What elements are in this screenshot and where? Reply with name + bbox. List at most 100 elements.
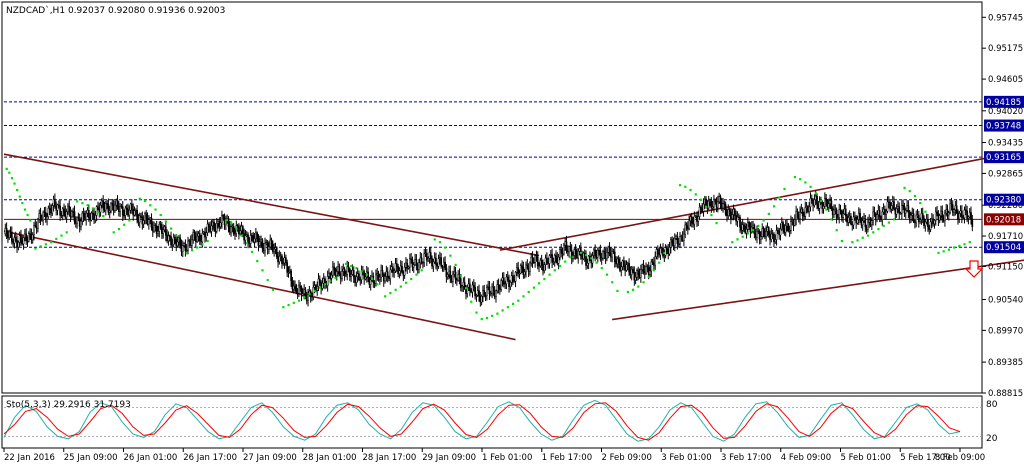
candle-body — [470, 290, 473, 293]
candle-body — [690, 216, 693, 224]
candle-body — [827, 203, 830, 208]
candle-body — [432, 261, 435, 267]
candle-body — [693, 216, 696, 225]
candle-body — [765, 231, 767, 237]
candle-body — [208, 223, 210, 227]
sar-dot — [29, 219, 32, 222]
candle-body — [656, 249, 659, 254]
candle-body — [964, 209, 967, 212]
sar-dot — [164, 220, 168, 223]
candle-body — [287, 271, 290, 274]
candle-body — [231, 226, 234, 228]
sar-dot — [371, 277, 374, 281]
candle-body — [904, 210, 907, 214]
candle-body — [672, 243, 675, 246]
candle-body — [924, 221, 927, 226]
candle-body — [137, 219, 140, 223]
candle-body — [418, 262, 420, 270]
sar-dot — [282, 306, 285, 309]
candle-body — [407, 266, 410, 269]
candle-body — [342, 268, 345, 272]
candle-body — [602, 251, 604, 259]
candle-body — [508, 279, 510, 287]
candle-body — [611, 251, 613, 258]
sar-dot — [548, 273, 551, 276]
candle-body — [572, 255, 574, 259]
candle-body — [514, 272, 517, 282]
candle-body — [123, 214, 125, 217]
candle-body — [732, 208, 735, 215]
candle-body — [301, 293, 304, 296]
stochastic-panel[interactable]: Sto(5,3,3) 29.2916 31.7193 80 20 — [1, 395, 998, 449]
candle-body — [719, 196, 722, 204]
sar-dot — [245, 242, 248, 245]
candle-body — [560, 249, 563, 254]
candle-body — [93, 213, 95, 220]
sar-dot — [18, 195, 21, 198]
candle-body — [863, 218, 865, 222]
candle-body — [564, 241, 566, 246]
candle-body — [428, 252, 431, 259]
time-tick-label: 29 Jan 09:00 — [422, 453, 476, 463]
candle-body — [48, 207, 51, 210]
candle-body — [586, 262, 589, 266]
sar-dot — [21, 201, 24, 205]
candle-body — [410, 258, 413, 261]
candle-body — [33, 225, 35, 235]
candle-body — [110, 203, 112, 212]
sar-dot — [501, 309, 504, 312]
candle-body — [967, 216, 970, 219]
candle-body — [600, 257, 603, 260]
ohlc-values: 0.92037 0.92080 0.91936 0.92003 — [68, 6, 225, 16]
candle-body — [181, 245, 184, 252]
candle-body — [104, 203, 107, 211]
candle-body — [453, 271, 456, 275]
candle-body — [131, 203, 133, 210]
candle-body — [72, 211, 75, 213]
candle-body — [519, 265, 522, 274]
price-series — [4, 190, 974, 307]
candle-body — [917, 214, 920, 222]
candle-body — [660, 247, 663, 250]
candle-body — [664, 247, 667, 256]
candle-body — [326, 276, 329, 286]
candle-body — [285, 257, 287, 263]
candle-body — [881, 211, 884, 221]
candle-body — [82, 212, 85, 217]
candle-body — [495, 290, 497, 297]
candle-body — [291, 280, 294, 290]
candle-body — [42, 211, 44, 221]
candle-body — [723, 203, 726, 205]
sar-dot — [746, 232, 750, 235]
candle-body — [546, 257, 548, 263]
candle-body — [296, 292, 299, 294]
candle-body — [835, 209, 838, 219]
candle-body — [29, 233, 31, 235]
sar-dot — [91, 207, 94, 210]
main-panel-frame — [1, 1, 983, 394]
candle-body — [328, 273, 330, 277]
candle-body — [499, 288, 501, 290]
candle-body — [248, 242, 251, 244]
candle-body — [962, 217, 965, 219]
candle-body — [804, 207, 807, 217]
time-tick-label: 26 Jan 17:00 — [183, 453, 237, 463]
main-price-panel[interactable]: 0.95745 0.95175 0.94605 0.94020 0.93435 0.928… — [1, 1, 1024, 399]
candle-body — [671, 239, 674, 244]
candle-body — [857, 212, 860, 220]
candle-body — [219, 222, 222, 227]
candle-body — [54, 199, 56, 207]
candle-body — [37, 219, 39, 229]
candle-body — [603, 251, 606, 255]
candle-body — [332, 266, 334, 276]
candle-body — [517, 267, 520, 274]
candle-body — [504, 283, 506, 285]
candle-body — [204, 231, 206, 238]
candle-body — [227, 218, 230, 227]
sar-dot — [527, 290, 530, 294]
candle-body — [955, 205, 958, 214]
candle-body — [258, 241, 261, 246]
candle-body — [749, 226, 752, 233]
